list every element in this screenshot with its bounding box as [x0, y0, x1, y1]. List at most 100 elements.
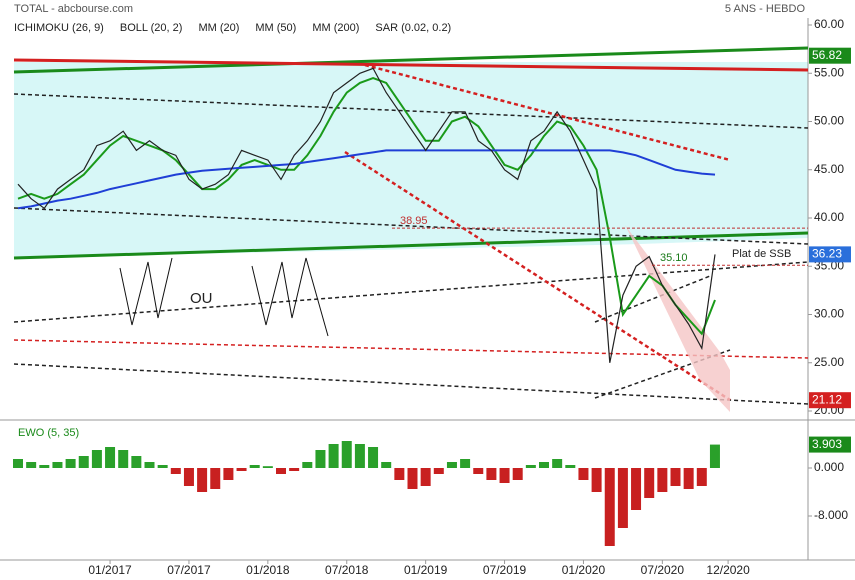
- ewo-bar: [276, 468, 286, 474]
- y-tick-label: 55.00: [814, 65, 844, 79]
- ewo-bar: [657, 468, 668, 492]
- ewo-bar: [197, 468, 208, 492]
- ewo-bar: [631, 468, 642, 510]
- ewo-bar: [91, 450, 102, 468]
- x-tick-label: 01/2020: [562, 563, 606, 577]
- moving-average: [17, 77, 716, 336]
- ewo-bar: [65, 459, 76, 468]
- ewo-bar: [105, 447, 116, 468]
- ewo-bar: [118, 450, 129, 468]
- ewo-bar: [236, 468, 247, 471]
- ewo-bar: [183, 468, 194, 486]
- ewo-bar: [289, 468, 300, 471]
- last-price-badge: [809, 246, 851, 263]
- ewo-bar: [446, 462, 457, 468]
- trend-line: [13, 46, 809, 74]
- ewo-bar: [525, 465, 536, 468]
- ewo-bar: [565, 465, 576, 468]
- x-tick-label: 07/2017: [167, 563, 211, 577]
- legend-entry: SAR (0.02, 0.2): [375, 22, 451, 34]
- annotation-label: 35.10: [660, 252, 688, 264]
- ewo-bar: [407, 468, 418, 489]
- ewo-bar: [223, 468, 234, 480]
- chart-title: TOTAL - abcbourse.com: [14, 3, 133, 15]
- ewo-bar: [302, 462, 313, 468]
- ewo-title: EWO (5, 35): [18, 427, 79, 439]
- ewo-bar: [512, 468, 523, 480]
- ewo-bar: [170, 468, 181, 474]
- y-tick-label: 30.00: [814, 307, 844, 321]
- ewo-badge: [809, 436, 851, 453]
- x-tick-label: 07/2019: [483, 563, 527, 577]
- ewo-tick-label: 0.000: [814, 460, 844, 474]
- ewo-bar: [328, 444, 339, 468]
- ewo-bar: [52, 462, 63, 468]
- y-tick-label: 25.00: [814, 355, 844, 369]
- y-tick-label: 50.00: [814, 114, 844, 128]
- ewo-bar: [683, 468, 694, 489]
- x-tick-label: 01/2018: [246, 563, 290, 577]
- ewo-bar: [696, 468, 707, 486]
- last-price-label: 36.23: [812, 247, 842, 261]
- level-badge: [809, 392, 851, 409]
- ewo-bar: [249, 465, 260, 468]
- ewo-bar: [381, 462, 392, 468]
- trend-line: [13, 339, 809, 359]
- ewo-bar: [433, 468, 444, 474]
- note: Plat de SSB: [732, 248, 791, 260]
- ewo-bar: [78, 456, 89, 468]
- note: OU: [190, 290, 213, 307]
- ewo-bar: [486, 468, 497, 480]
- ewo-bar: [617, 468, 628, 528]
- ewo-bar: [262, 466, 273, 468]
- ewo-bar: [13, 459, 23, 468]
- ewo-bar: [368, 447, 379, 468]
- ewo-bar: [604, 468, 615, 546]
- legend-entry: MM (20): [198, 22, 239, 34]
- trend-line: [13, 58, 809, 72]
- annotation-label: 38.95: [400, 215, 428, 227]
- ewo-bar: [644, 468, 655, 498]
- level-label: 56.82: [812, 48, 842, 62]
- level-badge: [809, 47, 851, 64]
- x-tick-label: 01/2019: [404, 563, 448, 577]
- y-tick-label: 45.00: [814, 162, 844, 176]
- moving-average: [17, 149, 716, 210]
- trend-line: [344, 150, 731, 402]
- y-tick-label: 40.00: [814, 210, 844, 224]
- ewo-bar: [210, 468, 221, 489]
- legend-entry: ICHIMOKU (26, 9): [14, 22, 104, 34]
- ewo-bar: [144, 462, 155, 468]
- x-tick-label: 07/2020: [641, 563, 685, 577]
- ewo-bar: [394, 468, 405, 480]
- ewo-bar: [670, 468, 681, 486]
- ewo-tick-label: -8.000: [814, 508, 848, 522]
- ewo-bar: [39, 465, 50, 468]
- ewo-bar: [552, 459, 563, 468]
- ewo-bar: [460, 459, 471, 468]
- x-tick-label: 01/2017: [88, 563, 132, 577]
- legend-entry: MM (200): [312, 22, 359, 34]
- legend-entry: MM (50): [255, 22, 296, 34]
- ewo-badge-label: 3.903: [812, 437, 842, 451]
- ewo-bar: [341, 441, 352, 468]
- ewo-bar: [131, 456, 142, 468]
- y-tick-label: 60.00: [814, 17, 844, 31]
- bollinger-band: [14, 62, 808, 258]
- ewo-bar: [578, 468, 589, 480]
- ewo-bar: [539, 462, 549, 468]
- legend-entry: BOLL (20, 2): [120, 22, 183, 34]
- trend-line: [13, 231, 809, 260]
- ewo-bar: [499, 468, 510, 483]
- price-line: [17, 67, 716, 363]
- x-tick-label: 07/2018: [325, 563, 369, 577]
- down-channel: [625, 225, 730, 412]
- ewo-bar: [591, 468, 602, 492]
- ewo-bar: [26, 462, 37, 468]
- w-pattern: [251, 257, 329, 337]
- ewo-bar: [473, 468, 484, 474]
- w-pattern: [119, 257, 173, 326]
- ewo-bar: [709, 444, 720, 468]
- chart-subtitle: 5 ANS - HEBDO: [725, 3, 806, 15]
